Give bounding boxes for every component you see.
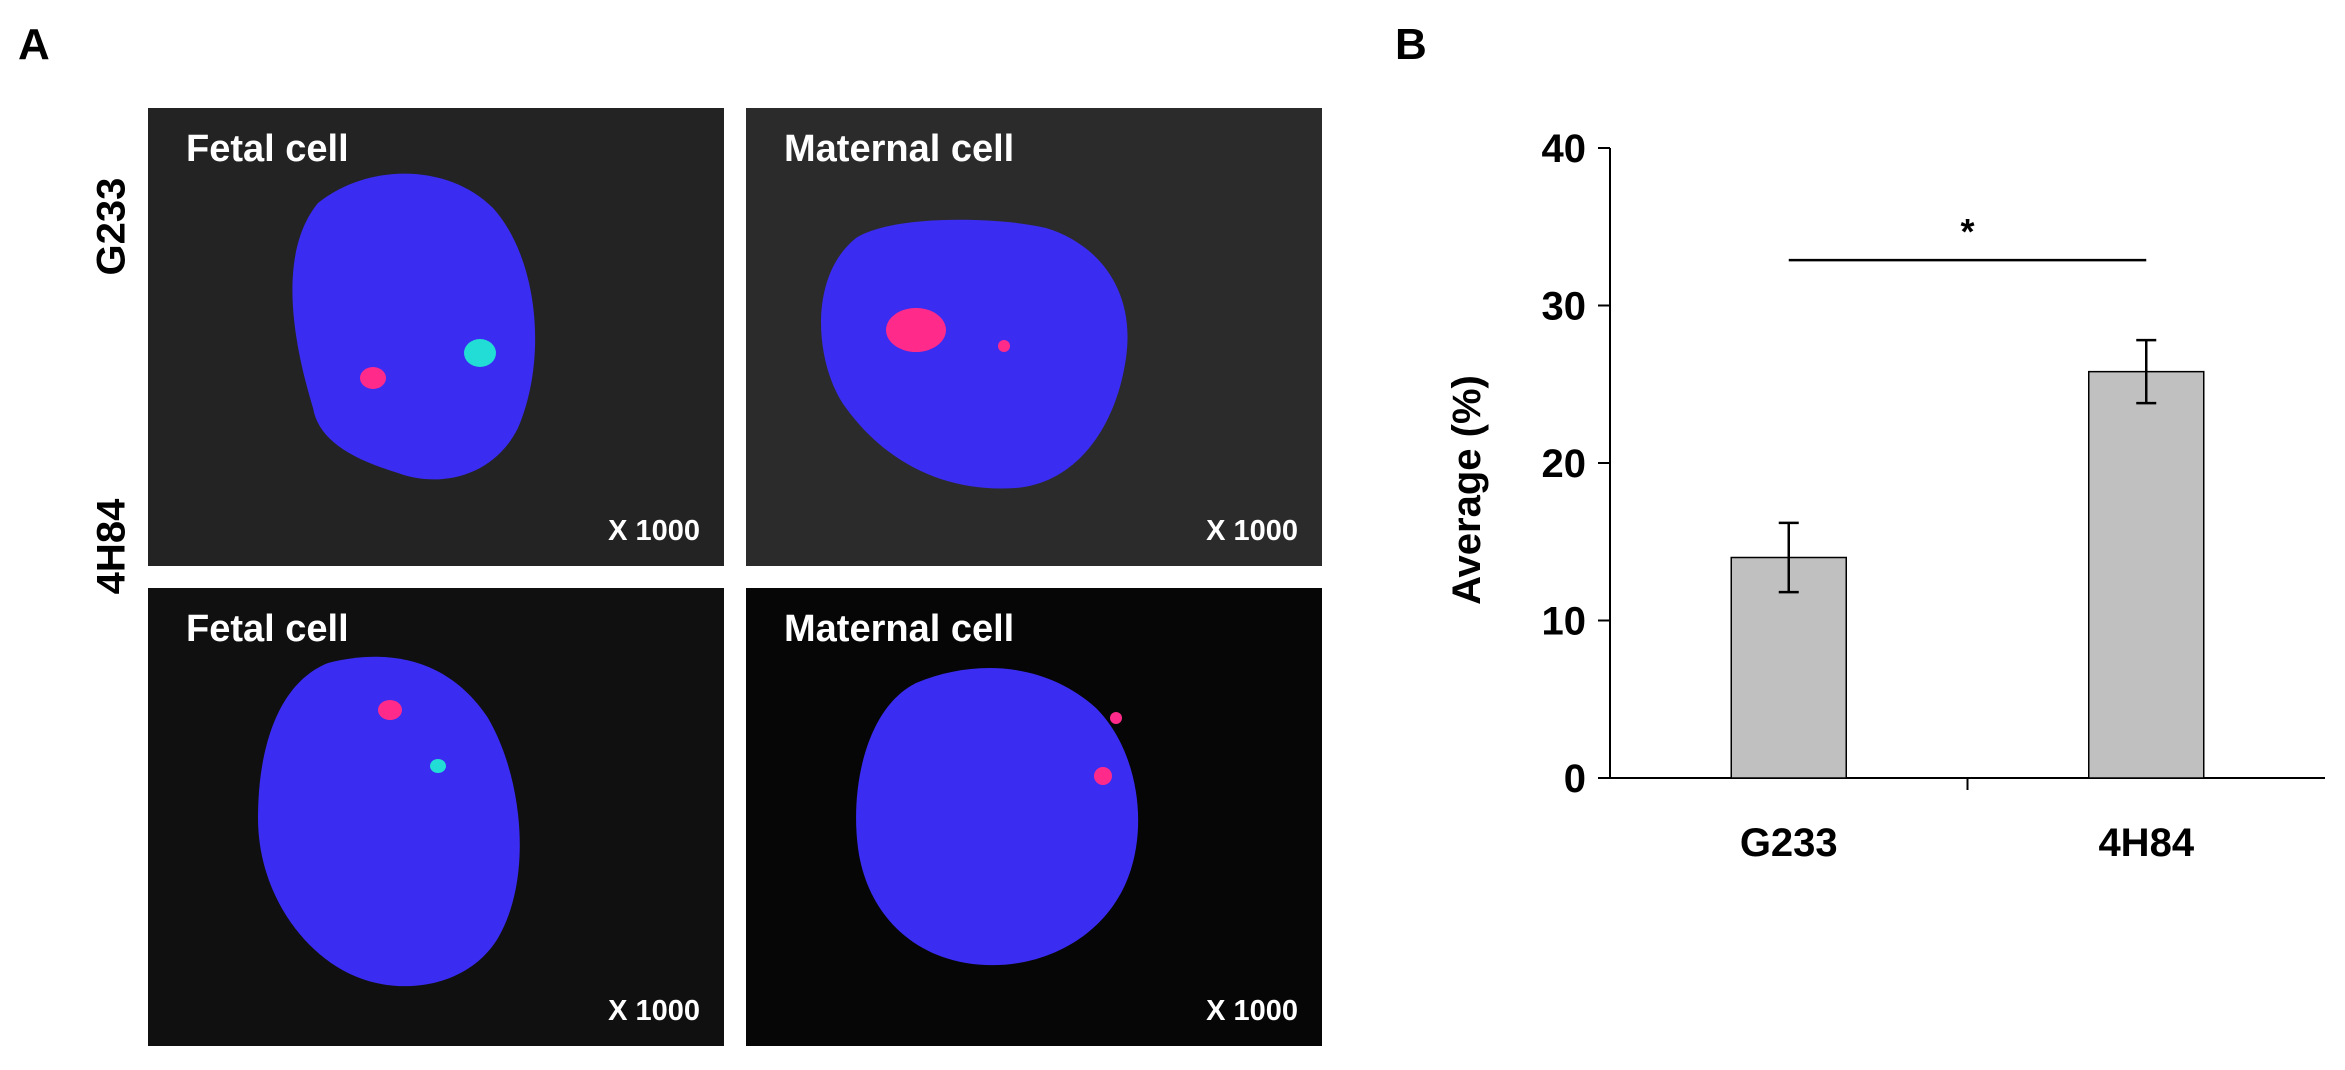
y-tick-label: 40 xyxy=(1542,127,1587,171)
nucleus xyxy=(292,173,536,480)
micrograph-title: Fetal cell xyxy=(186,128,349,170)
micrograph-image xyxy=(148,108,724,566)
red-signal xyxy=(360,367,386,389)
micrograph-title: Maternal cell xyxy=(784,128,1015,170)
y-axis-label: Average (%) xyxy=(1445,375,1489,605)
green-signal xyxy=(464,339,496,367)
green-signal xyxy=(430,759,446,773)
significance-marker: * xyxy=(1960,211,1974,252)
panel-a-letter: A xyxy=(18,20,50,69)
magnification-label: X 1000 xyxy=(1206,515,1298,547)
row-label-4h84: 4H84 xyxy=(89,498,134,595)
red-signal xyxy=(1094,767,1112,785)
nucleus xyxy=(258,656,520,987)
magnification-label: X 1000 xyxy=(608,995,700,1027)
red-signal xyxy=(1110,712,1122,724)
micrograph-4h84-fetal: Fetal cell X 1000 xyxy=(148,588,724,1046)
micrograph-image xyxy=(746,108,1322,566)
nucleus xyxy=(856,668,1139,966)
x-tick-label: 4H84 xyxy=(2098,821,2194,865)
bar xyxy=(2088,370,2205,779)
y-tick-label: 10 xyxy=(1542,600,1587,644)
panel-b-letter: B xyxy=(1395,20,1427,69)
micrograph-g233-fetal: Fetal cell X 1000 xyxy=(148,108,724,566)
micrograph-title: Fetal cell xyxy=(186,608,349,650)
row-label-g233: G233 xyxy=(89,177,134,276)
micrograph-title: Maternal cell xyxy=(784,608,1015,650)
micrograph-image xyxy=(746,588,1322,1046)
micrograph-g233-maternal: Maternal cell X 1000 xyxy=(746,108,1322,566)
red-signal xyxy=(378,700,402,720)
bar-chart: Average (%) 0 10 20 30 40 G233 4H84 * xyxy=(1445,127,2325,865)
y-tick-label: 20 xyxy=(1542,442,1587,486)
red-signal xyxy=(886,308,946,352)
nucleus xyxy=(821,219,1128,489)
micrograph-4h84-maternal: Maternal cell X 1000 xyxy=(746,588,1322,1046)
magnification-label: X 1000 xyxy=(1206,995,1298,1027)
red-signal xyxy=(998,340,1010,352)
y-tick-label: 30 xyxy=(1542,285,1587,329)
micrograph-image xyxy=(148,588,724,1046)
magnification-label: X 1000 xyxy=(608,515,700,547)
y-tick-label: 0 xyxy=(1564,757,1586,801)
x-tick-label: G233 xyxy=(1740,821,1838,865)
